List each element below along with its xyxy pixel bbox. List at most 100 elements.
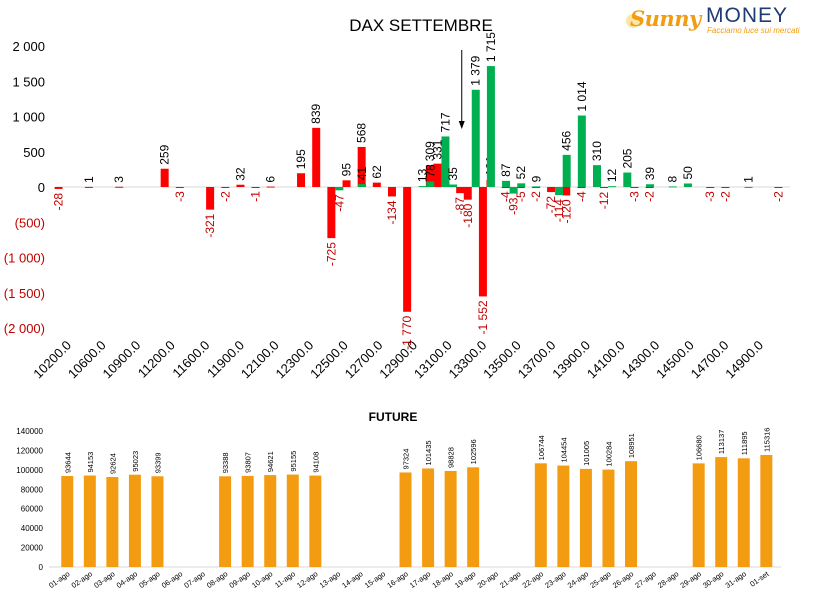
data-label: -4 — [574, 191, 588, 202]
data-label: -28 — [52, 193, 66, 211]
x-tick-label: 29-ago — [679, 569, 703, 590]
y-tick-label: 1 000 — [12, 110, 45, 125]
data-label: 1 379 — [469, 55, 483, 85]
data-label: 104454 — [559, 437, 568, 462]
bar — [502, 180, 511, 187]
future-bar — [422, 468, 435, 567]
y-tick-label: 40000 — [21, 524, 44, 533]
bottom-chart-title: FUTURE — [369, 410, 418, 424]
bar — [517, 183, 526, 187]
data-label: 95 — [340, 163, 354, 177]
y-tick-label: (1 500) — [4, 286, 45, 301]
bar — [555, 187, 564, 196]
bar — [433, 163, 442, 187]
data-label: 98828 — [447, 447, 456, 468]
future-volume-chart: FUTURE 0 20000 40000 60000 80000 100000 120000 1… — [16, 410, 781, 590]
sunny-money-logo: Sunny MONEY Facciamo luce sui mercati — [626, 4, 818, 38]
data-label: -72 — [544, 196, 558, 214]
bar — [471, 89, 480, 187]
data-label: 94153 — [86, 452, 95, 473]
x-tick-label: 17-ago — [408, 569, 432, 590]
x-tick-label: 25-ago — [588, 569, 612, 590]
data-label: -725 — [324, 242, 338, 266]
x-tick-label: 30-ago — [701, 569, 725, 590]
bar — [160, 168, 169, 187]
bar — [562, 154, 571, 187]
data-label: 52 — [514, 166, 528, 180]
bar — [592, 165, 601, 187]
data-label: 717 — [438, 112, 452, 132]
data-label: 102596 — [469, 439, 478, 464]
bar — [449, 184, 458, 187]
x-tick-label: 05-ago — [137, 569, 161, 590]
data-label: 35 — [446, 167, 460, 181]
x-tick-label: 10-ago — [250, 569, 274, 590]
data-label: 93644 — [63, 452, 72, 473]
bar — [501, 187, 510, 188]
bar — [683, 183, 692, 187]
bar — [387, 187, 396, 197]
x-tick-label: 13-ago — [318, 569, 342, 590]
bar — [372, 182, 381, 187]
data-label: 1 014 — [575, 81, 589, 111]
x-tick-label: 14900.0 — [722, 338, 766, 382]
future-bar — [61, 476, 74, 567]
x-tick-label: 11200.0 — [135, 338, 178, 381]
data-label: 309 — [423, 141, 437, 161]
bar — [646, 184, 655, 187]
bar — [175, 187, 184, 188]
future-bar — [534, 463, 547, 567]
data-label: -1 — [249, 191, 263, 202]
data-label: -4 — [499, 191, 513, 202]
y-tick-label: 140000 — [16, 427, 43, 436]
data-label: 9 — [529, 175, 543, 182]
future-bar — [106, 477, 119, 567]
x-tick-label: 31-ago — [724, 569, 748, 590]
y-tick-label: 120000 — [16, 446, 43, 455]
future-bar — [692, 463, 705, 567]
bar — [630, 187, 639, 188]
data-label: 568 — [355, 123, 369, 143]
data-label: 101435 — [424, 440, 433, 465]
data-label: 1 — [82, 176, 96, 183]
data-label: 95155 — [289, 451, 298, 472]
bar — [774, 187, 783, 188]
x-tick-label: 12-ago — [295, 569, 319, 590]
data-label: 93399 — [153, 452, 162, 473]
data-label: 62 — [370, 165, 384, 179]
data-label: 3 — [112, 176, 126, 183]
x-tick-label: 16-ago — [385, 569, 409, 590]
bar — [547, 187, 556, 193]
data-label: -321 — [203, 213, 217, 237]
x-tick-label: 10900.0 — [99, 338, 143, 382]
x-tick-label: 06-ago — [160, 569, 184, 590]
future-bar — [264, 475, 277, 567]
y-tick-label: (500) — [15, 215, 45, 230]
y-tick-label: 1 500 — [12, 74, 45, 89]
data-label: -114 — [552, 199, 566, 222]
bar — [335, 187, 344, 191]
data-label: 93388 — [221, 452, 230, 473]
bar — [608, 186, 617, 188]
bar — [486, 66, 495, 187]
future-bar — [241, 475, 254, 567]
x-tick-label: 01-ago — [47, 569, 71, 590]
data-label: -3 — [627, 191, 641, 202]
data-label: 101005 — [582, 441, 591, 466]
future-bar — [444, 470, 457, 567]
bar — [509, 187, 518, 194]
x-tick-label: 23-ago — [543, 569, 567, 590]
y-tick-label: (1 000) — [4, 251, 45, 266]
y-tick-label: 0 — [38, 180, 45, 195]
data-label: -134 — [385, 200, 399, 224]
bar — [357, 146, 366, 187]
data-label: -2 — [718, 191, 732, 202]
bar — [236, 184, 245, 187]
future-bar — [557, 465, 570, 567]
y-tick-label: 80000 — [21, 485, 44, 494]
bar — [463, 187, 472, 200]
bar — [577, 115, 586, 187]
bar — [516, 187, 525, 188]
data-label: 839 — [309, 104, 323, 124]
y-tick-label: 500 — [23, 145, 45, 160]
